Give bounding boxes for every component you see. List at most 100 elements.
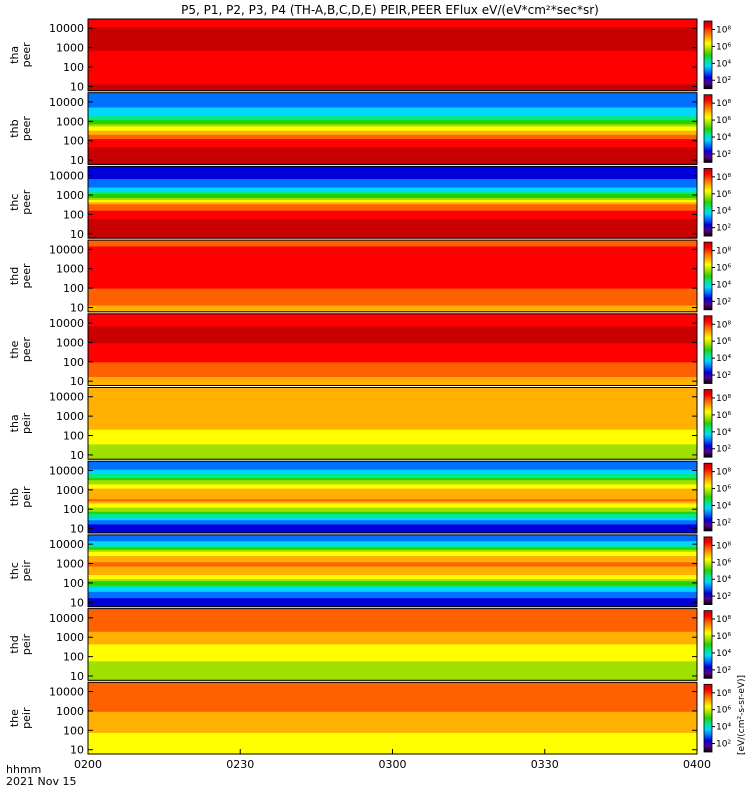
energy-band	[88, 330, 697, 334]
energy-band	[88, 574, 697, 578]
energy-band	[88, 109, 697, 113]
panel-thc-peir: 10 100 1000 10000 thc peir 10² 10⁴ 10⁶ 10⁸	[8, 534, 731, 609]
energy-band	[88, 198, 697, 201]
y-tick-label: 1000	[56, 705, 84, 718]
energy-band	[88, 566, 697, 570]
energy-band	[88, 570, 697, 574]
energy-band	[88, 246, 697, 250]
energy-band	[88, 130, 697, 134]
energy-band	[88, 315, 697, 319]
panel-probe-label: tha	[8, 46, 21, 64]
panel-frame	[87, 92, 698, 165]
colorbar-tick-label: 10⁶	[716, 116, 731, 126]
y-tick-label: 10000	[49, 612, 84, 625]
energy-band	[88, 158, 697, 161]
energy-band	[88, 722, 697, 726]
energy-band	[88, 513, 697, 517]
energy-band	[88, 189, 697, 193]
energy-band	[88, 516, 697, 519]
colorbar	[703, 315, 713, 384]
energy-band	[88, 65, 697, 69]
energy-band	[88, 585, 697, 589]
colorbar-tick-label: 10⁴	[716, 354, 731, 364]
y-tick-label: 10000	[49, 391, 84, 404]
energy-band	[88, 410, 697, 414]
energy-band	[88, 454, 697, 458]
energy-band	[88, 631, 697, 635]
energy-band	[88, 185, 697, 189]
colorbar	[703, 94, 713, 163]
energy-band	[88, 193, 697, 197]
energy-band	[88, 206, 697, 210]
y-tick-label: 1000	[56, 410, 84, 423]
energy-band	[88, 583, 697, 587]
x-tick-label: 0230	[226, 758, 254, 771]
y-tick-label: 1000	[56, 42, 84, 55]
colorbar-tick-label: 10²	[716, 592, 731, 602]
y-tick-label: 1000	[56, 115, 84, 128]
energy-band	[88, 716, 697, 719]
energy-band	[88, 543, 697, 547]
colorbar	[703, 241, 713, 311]
energy-band	[88, 250, 697, 254]
energy-band	[88, 484, 697, 488]
energy-band	[88, 448, 697, 452]
panel-probe-label: the	[8, 709, 21, 727]
y-tick-label: 10000	[49, 538, 84, 551]
energy-band	[88, 488, 697, 492]
energy-band	[88, 659, 697, 662]
energy-band	[88, 67, 697, 71]
energy-band	[88, 288, 697, 292]
energy-band	[88, 423, 697, 427]
energy-band	[88, 608, 697, 612]
panel-tha-peer: 10 100 1000 10000 tha peer 10² 10⁴ 10⁶ 10⁸	[8, 18, 731, 93]
energy-band	[88, 42, 697, 45]
y-tick-label: 10	[70, 375, 84, 388]
energy-band	[88, 726, 697, 730]
energy-band	[88, 166, 697, 170]
energy-band	[88, 360, 697, 363]
colorbar	[703, 610, 713, 679]
panel-frame	[87, 165, 698, 239]
energy-band	[88, 503, 697, 507]
y-tick-label: 100	[63, 135, 84, 148]
energy-band	[88, 210, 697, 214]
energy-band	[88, 676, 697, 679]
x-tick-label: 0330	[531, 758, 559, 771]
energy-band	[88, 713, 697, 717]
energy-band	[88, 120, 697, 123]
energy-band	[88, 541, 697, 544]
energy-band	[88, 446, 697, 450]
energy-band	[88, 96, 697, 100]
energy-band	[88, 678, 697, 681]
energy-band	[88, 278, 697, 281]
panel-product-label: peir	[20, 486, 33, 508]
energy-band	[88, 134, 697, 138]
energy-band	[88, 625, 697, 629]
colorbar-tick-label: 10⁴	[716, 723, 731, 733]
energy-band	[88, 518, 697, 521]
panel-frame	[87, 534, 698, 608]
energy-band	[88, 233, 697, 237]
panel-frame	[87, 460, 698, 534]
energy-band	[88, 63, 697, 66]
y-tick-label: 10	[70, 523, 84, 536]
energy-band	[88, 711, 697, 715]
energy-band	[88, 195, 697, 199]
energy-band	[88, 25, 697, 29]
energy-band	[88, 623, 697, 627]
energy-band	[88, 600, 697, 603]
energy-band	[88, 598, 697, 601]
energy-band	[88, 345, 697, 349]
energy-band	[88, 364, 697, 368]
colorbar-tick-label: 10⁶	[716, 485, 731, 495]
energy-band	[88, 743, 697, 747]
energy-band	[88, 170, 697, 174]
energy-band	[88, 469, 697, 473]
energy-band	[88, 88, 697, 92]
energy-band	[88, 663, 697, 667]
energy-band	[88, 136, 697, 140]
energy-band	[88, 200, 697, 203]
energy-band	[88, 229, 697, 233]
energy-band	[88, 526, 697, 530]
